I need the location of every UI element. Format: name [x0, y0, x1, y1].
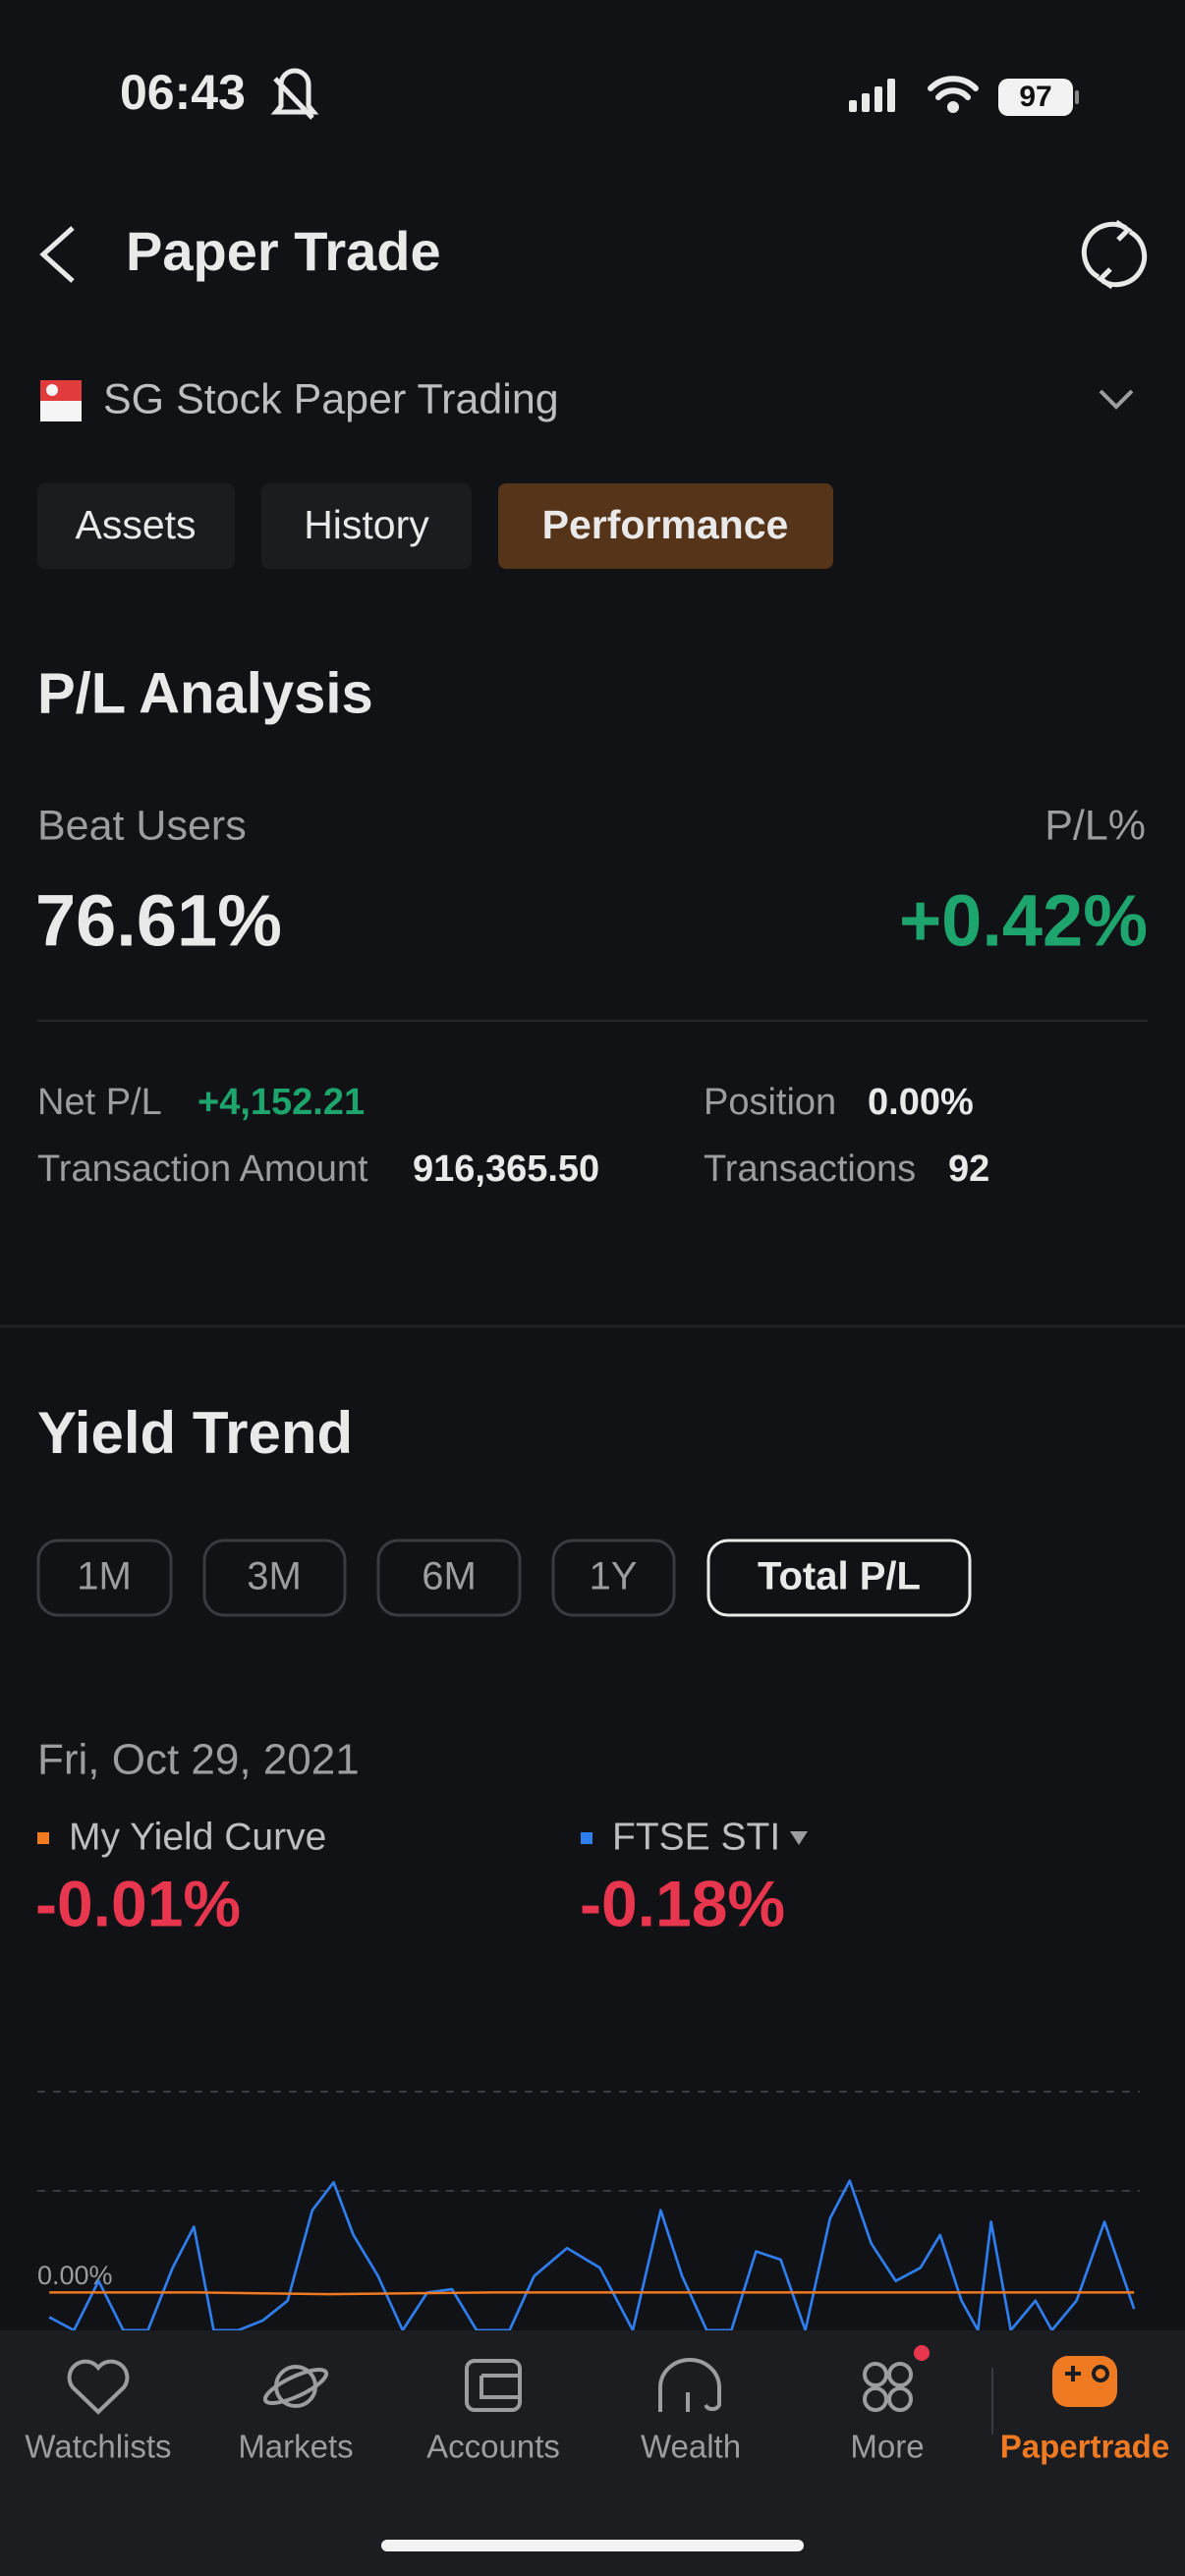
- legend-label: My Yield Curve: [69, 1816, 326, 1858]
- refresh-button[interactable]: [1081, 219, 1148, 290]
- nav-label: Accounts: [426, 2429, 560, 2465]
- nav-icon: [67, 2359, 130, 2415]
- period-bg: [706, 1539, 972, 1617]
- nav-icon-detail: [1092, 2365, 1109, 2382]
- net-pl-label: Net P/L: [37, 1082, 162, 1123]
- tab[interactable]: Assets: [37, 483, 235, 569]
- position-label: Position: [704, 1082, 836, 1123]
- legend-swatch: [37, 1832, 49, 1844]
- mute-icon: [270, 68, 319, 120]
- tab-bg: [261, 483, 472, 569]
- back-button[interactable]: [39, 226, 75, 283]
- transaction-amount-label: Transaction Amount: [37, 1148, 368, 1190]
- beat-users-value: 76.61%: [35, 880, 282, 962]
- pl-percent-label: P/L%: [1044, 802, 1146, 849]
- index-dropdown[interactable]: [790, 1831, 808, 1845]
- period-bg: [551, 1539, 676, 1617]
- pl-percent-value: +0.42%: [899, 880, 1148, 962]
- transactions-value: 92: [948, 1148, 989, 1190]
- badge-dot: [914, 2345, 930, 2361]
- period-label: Total P/L: [758, 1555, 921, 1598]
- flag-moon: [46, 384, 58, 396]
- period-label: 1M: [77, 1555, 132, 1598]
- legend-value: -0.01%: [35, 1867, 241, 1939]
- section-title: Yield Trend: [37, 1400, 353, 1466]
- net-pl-value: +4,152.21: [198, 1082, 365, 1123]
- dropdown-chevron: [1099, 389, 1134, 410]
- nav-icon-ring: [262, 2368, 329, 2405]
- period-button[interactable]: 1Y: [551, 1539, 676, 1617]
- nav-item-active[interactable]: Papertrade: [1000, 2356, 1169, 2465]
- period-button-active[interactable]: Total P/L: [706, 1539, 972, 1617]
- period-button[interactable]: 3M: [202, 1539, 347, 1617]
- index-curve: [48, 2179, 1136, 2332]
- tab-label: Assets: [75, 502, 196, 547]
- beat-users-label: Beat Users: [37, 802, 247, 849]
- nav-label: Markets: [238, 2429, 353, 2465]
- tab-active[interactable]: Performance: [498, 483, 833, 569]
- legend-value: -0.18%: [580, 1867, 785, 1939]
- nav-item[interactable]: Watchlists: [25, 2359, 172, 2465]
- battery-tip: [1075, 90, 1079, 104]
- period-button[interactable]: 1M: [36, 1539, 173, 1617]
- period-bg: [376, 1539, 522, 1617]
- period-button[interactable]: 6M: [376, 1539, 522, 1617]
- period-bg: [202, 1539, 347, 1617]
- nav-item[interactable]: Wealth: [641, 2358, 741, 2465]
- period-bg: [36, 1539, 173, 1617]
- chart-lines: [48, 2179, 1136, 2332]
- nav-label: Wealth: [641, 2429, 741, 2465]
- legend-label: FTSE STI: [612, 1816, 780, 1858]
- account-name: SG Stock Paper Trading: [103, 375, 559, 422]
- nav-icon: [658, 2358, 721, 2412]
- tab-bg: [498, 483, 833, 569]
- section-title: P/L Analysis: [37, 661, 373, 725]
- nav-label: More: [850, 2429, 924, 2465]
- nav-icon-detail: [480, 2374, 520, 2399]
- nav-item[interactable]: Accounts: [426, 2359, 560, 2465]
- battery-level: 97: [1019, 81, 1051, 113]
- tab-label: Performance: [542, 502, 789, 547]
- nav-icon-detail: [1065, 2366, 1081, 2381]
- page-title: Paper Trade: [126, 220, 441, 282]
- tab[interactable]: History: [261, 483, 472, 569]
- period-label: 3M: [247, 1555, 302, 1598]
- nav-icon: [465, 2359, 522, 2412]
- tab-label: History: [304, 502, 429, 547]
- wifi-icon: [928, 76, 979, 113]
- transaction-amount-value: 916,365.50: [413, 1148, 599, 1190]
- nav-label: Watchlists: [25, 2429, 171, 2465]
- home-indicator: [381, 2540, 804, 2551]
- tab-bar: [0, 2330, 1185, 2576]
- nav-item[interactable]: Markets: [238, 2364, 354, 2465]
- nav-label: Papertrade: [1000, 2429, 1169, 2465]
- account-selector[interactable]: SG Stock Paper Trading: [40, 375, 1134, 422]
- position-value: 0.00%: [868, 1082, 974, 1123]
- transactions-label: Transactions: [704, 1148, 916, 1190]
- signal-icon: [849, 79, 895, 112]
- period-label: 6M: [422, 1555, 477, 1598]
- period-label: 1Y: [590, 1555, 638, 1598]
- status-time: 06:43: [120, 65, 246, 120]
- nav-icon: [863, 2362, 913, 2412]
- battery-icon: [998, 79, 1073, 116]
- nav-icon: [1052, 2356, 1117, 2407]
- legend-swatch: [581, 1832, 592, 1844]
- nav-item[interactable]: More: [850, 2345, 930, 2465]
- tab-bg: [37, 483, 235, 569]
- yield-curve: [49, 2291, 1135, 2296]
- chart-date: Fri, Oct 29, 2021: [37, 1736, 360, 1784]
- flag-bottom: [40, 401, 82, 421]
